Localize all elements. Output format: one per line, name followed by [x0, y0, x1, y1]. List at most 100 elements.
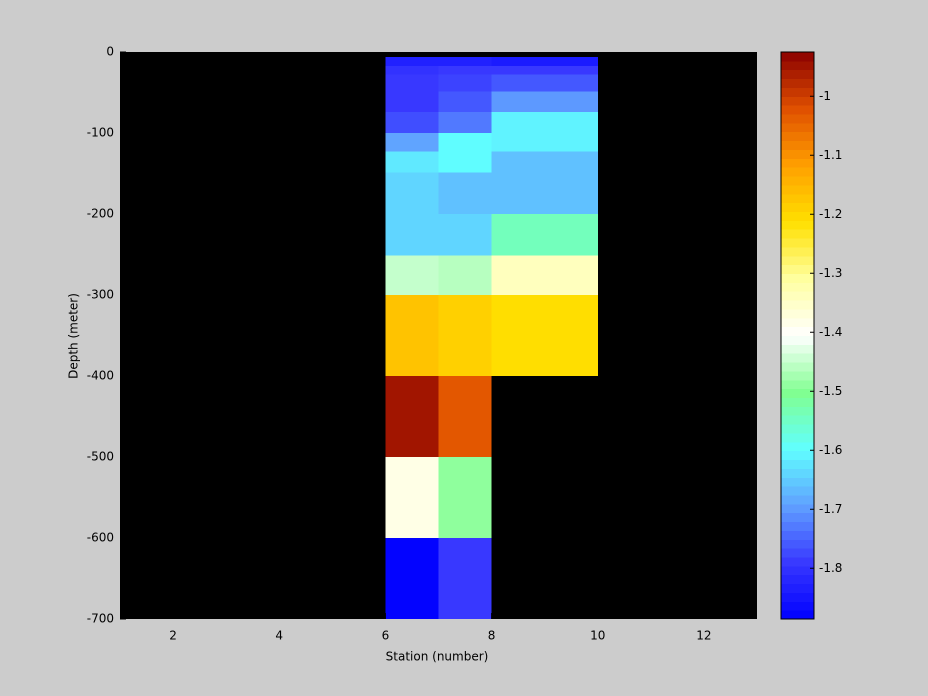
y-tick-label: -700	[87, 612, 114, 626]
colorbar-swatch	[781, 87, 814, 97]
colorbar-swatch	[781, 486, 814, 496]
colorbar-swatch	[781, 78, 814, 88]
heat-cell	[385, 111, 439, 133]
heat-cell	[491, 295, 598, 376]
heat-cell	[491, 111, 598, 152]
colorbar-swatch	[781, 291, 814, 301]
heat-cell	[385, 65, 439, 75]
colorbar-swatch	[781, 60, 814, 71]
colorbar-swatch	[781, 397, 814, 407]
heat-cell	[385, 457, 439, 538]
heat-cell	[438, 457, 492, 538]
colorbar-swatch	[781, 140, 814, 150]
heat-cell	[438, 214, 492, 256]
colorbar-swatch	[781, 388, 814, 399]
y-tick-label: -500	[87, 450, 114, 464]
x-tick-label: 6	[382, 629, 390, 643]
heat-cell	[438, 295, 492, 376]
colorbar-swatch	[781, 353, 814, 363]
colorbar-tick-label: -1.2	[819, 207, 842, 221]
colorbar-swatch	[781, 52, 814, 62]
colorbar-swatch	[781, 450, 814, 461]
colorbar-swatch	[781, 574, 814, 585]
heat-cell	[438, 255, 492, 295]
colorbar-swatch	[781, 282, 814, 292]
colorbar-swatch	[781, 583, 814, 593]
colorbar-swatch	[781, 459, 814, 469]
colorbar-swatch	[781, 406, 814, 416]
heat-cell	[438, 74, 492, 92]
colorbar-swatch	[781, 202, 814, 212]
colorbar-swatch	[781, 512, 814, 523]
heat-cell	[491, 56, 598, 66]
colorbar-swatch	[781, 494, 814, 505]
colorbar-swatch	[781, 184, 814, 195]
heat-cell	[385, 255, 439, 295]
heat-cell	[438, 376, 492, 457]
heat-cell	[438, 91, 492, 112]
y-axis-label: Depth (meter)	[67, 293, 81, 379]
heat-cell	[438, 172, 492, 214]
heat-cell	[491, 74, 598, 92]
colorbar-swatch	[781, 370, 814, 381]
colorbar-tick-label: -1.1	[819, 148, 842, 162]
x-tick-label: 10	[590, 629, 605, 643]
heat-cell	[491, 255, 598, 295]
heat-cell	[385, 151, 439, 173]
colorbar-swatch	[781, 432, 814, 443]
colorbar-swatch	[781, 539, 814, 549]
colorbar-swatch	[781, 122, 814, 133]
colorbar-swatch	[781, 326, 814, 336]
colorbar-swatch	[781, 521, 814, 531]
colorbar-swatch	[781, 601, 814, 611]
colorbar-swatch	[781, 379, 814, 390]
heat-cell	[385, 133, 439, 152]
heat-cell	[438, 56, 492, 66]
colorbar-tick-label: -1.7	[819, 502, 842, 516]
colorbar-swatch	[781, 220, 814, 230]
colorbar-swatch	[781, 193, 814, 204]
colorbar-swatch	[781, 69, 814, 80]
colorbar-tick-label: -1.5	[819, 384, 842, 398]
y-tick-label: -100	[87, 126, 114, 140]
heat-cell	[385, 91, 439, 112]
colorbar-tick-label: -1.4	[819, 325, 842, 339]
colorbar-swatch	[781, 415, 814, 425]
heat-cell	[438, 133, 492, 173]
heat-cell	[491, 151, 598, 214]
colorbar-tick-label: -1.8	[819, 561, 842, 575]
colorbar-tick-label: -1	[819, 89, 831, 103]
y-tick-label: -300	[87, 288, 114, 302]
colorbar-swatch	[781, 335, 814, 345]
heat-cell	[385, 172, 439, 256]
colorbar-swatch	[781, 592, 814, 602]
x-tick-label: 8	[488, 629, 496, 643]
heat-cell	[438, 538, 492, 619]
colorbar-swatch	[781, 503, 814, 514]
heat-cell	[385, 376, 439, 457]
colorbar-swatch	[781, 176, 814, 186]
x-axis-label: Station (number)	[386, 650, 489, 664]
colorbar-swatch	[781, 264, 814, 274]
y-tick-label: 0	[106, 45, 114, 59]
y-tick-label: -400	[87, 369, 114, 383]
colorbar-swatch	[781, 273, 814, 283]
colorbar-swatch	[781, 548, 814, 558]
colorbar-frame	[780, 51, 815, 620]
colorbar-swatch	[781, 610, 814, 620]
heat-cell	[438, 65, 492, 75]
colorbar-swatch	[781, 441, 814, 452]
colorbar-swatch	[781, 255, 814, 266]
colorbar-swatch	[781, 424, 814, 434]
heat-cell	[438, 111, 492, 133]
colorbar-tick-label: -1.3	[819, 266, 842, 280]
colorbar-swatch	[781, 167, 814, 177]
heat-cell	[491, 91, 598, 112]
colorbar-swatch	[781, 149, 814, 159]
colorbar-swatch	[781, 308, 814, 319]
heat-cell	[385, 538, 439, 619]
colorbar-swatch	[781, 246, 814, 257]
x-tick-label: 2	[169, 629, 177, 643]
colorbar-swatch	[781, 300, 814, 310]
